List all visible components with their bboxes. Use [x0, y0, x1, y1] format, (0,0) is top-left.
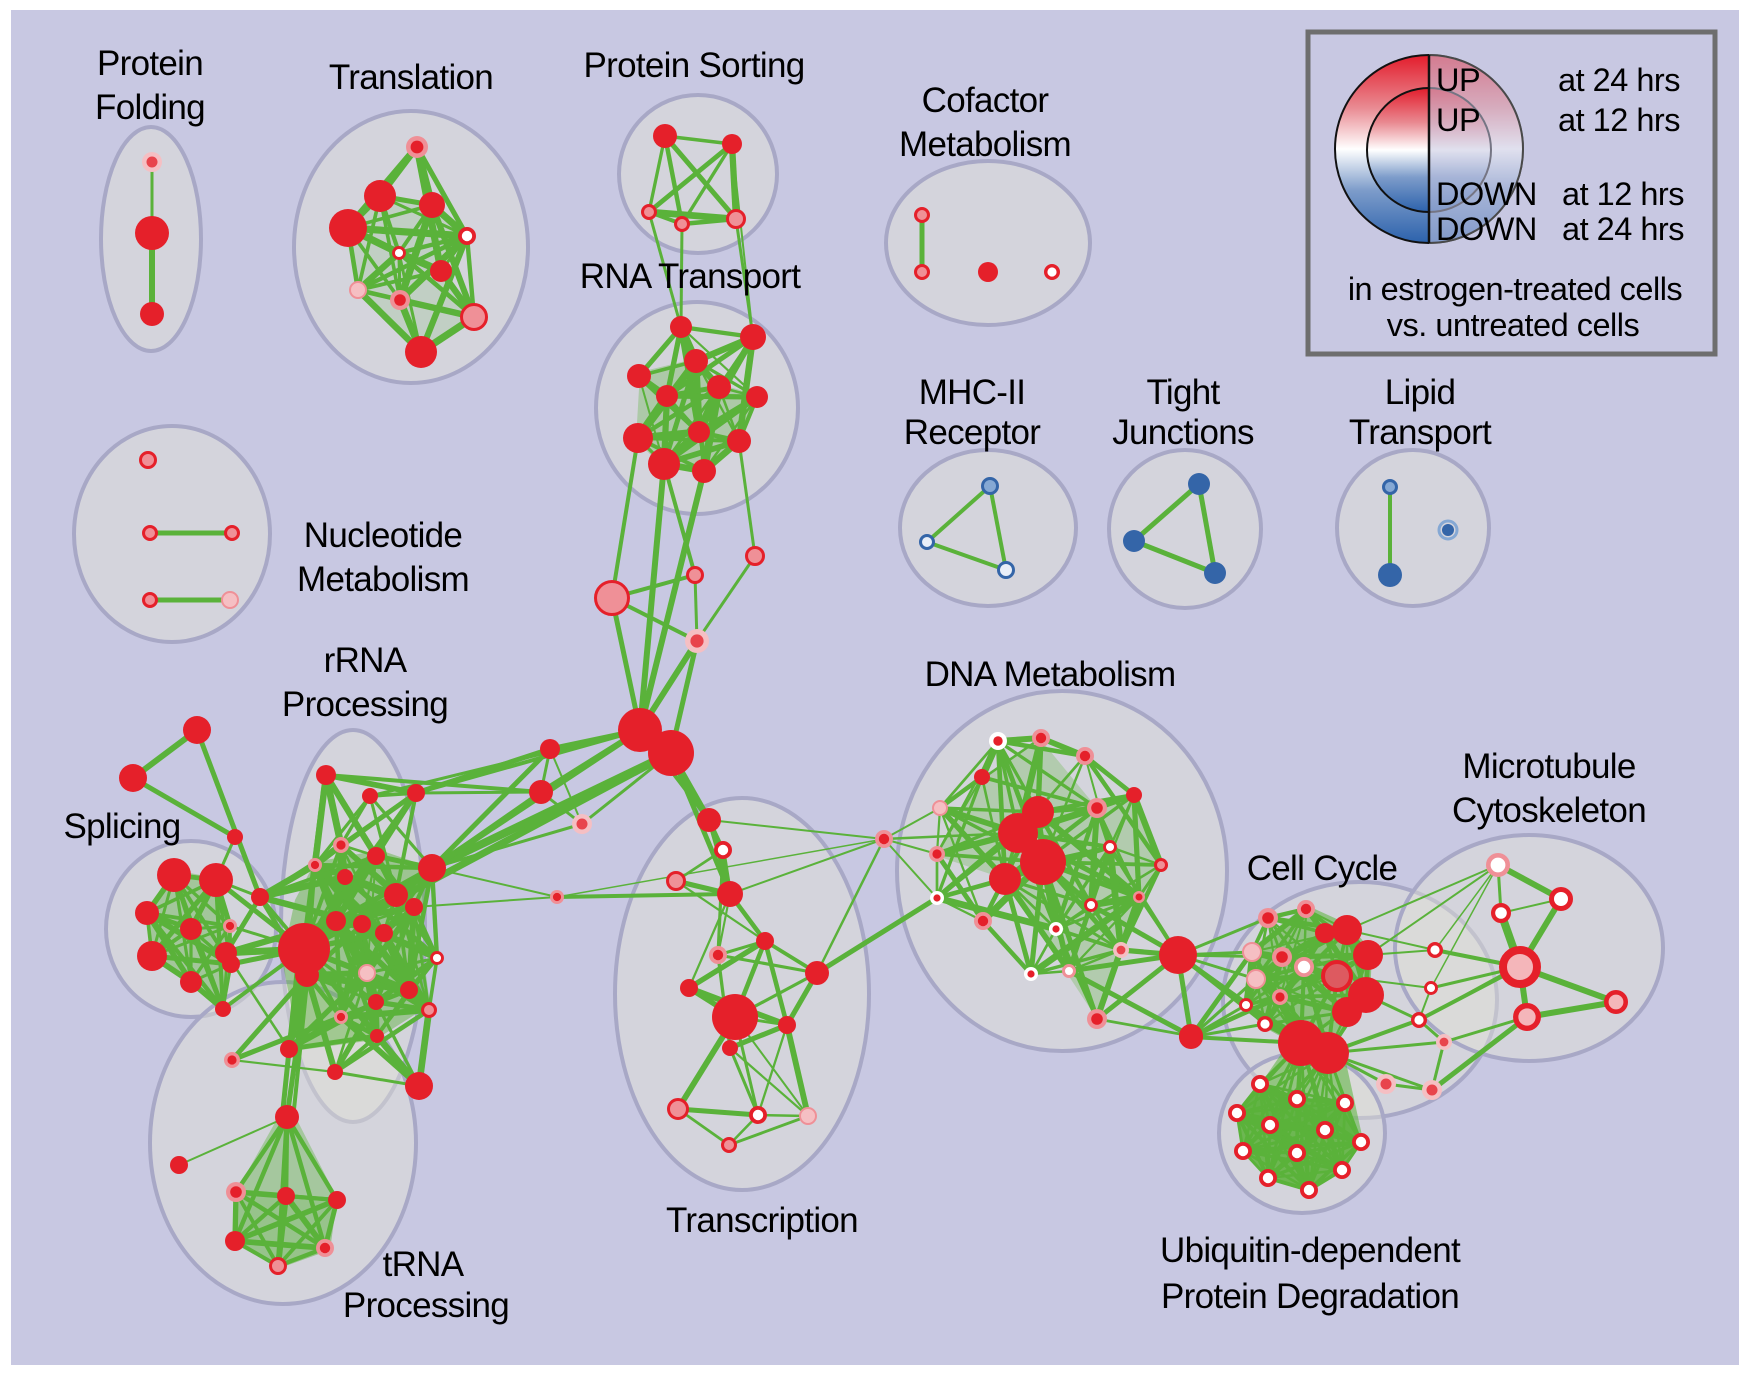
svg-text:UP: UP	[1436, 62, 1480, 98]
svg-text:RNA Transport: RNA Transport	[580, 257, 801, 296]
svg-text:Protein: Protein	[97, 44, 203, 83]
svg-text:DNA Metabolism: DNA Metabolism	[925, 655, 1176, 694]
svg-text:Receptor: Receptor	[904, 413, 1041, 452]
svg-text:Ubiquitin-dependent: Ubiquitin-dependent	[1160, 1231, 1461, 1270]
svg-text:Transcription: Transcription	[666, 1201, 858, 1240]
svg-text:at 24 hrs: at 24 hrs	[1562, 211, 1684, 247]
svg-text:Cell Cycle: Cell Cycle	[1247, 849, 1398, 888]
svg-text:Cytoskeleton: Cytoskeleton	[1452, 791, 1646, 830]
svg-text:Processing: Processing	[343, 1286, 509, 1325]
svg-text:vs. untreated cells: vs. untreated cells	[1387, 307, 1640, 343]
svg-text:MHC-II: MHC-II	[919, 373, 1026, 412]
svg-text:Nucleotide: Nucleotide	[304, 516, 462, 555]
svg-text:Protein Sorting: Protein Sorting	[583, 46, 804, 85]
svg-text:rRNA: rRNA	[324, 641, 408, 680]
svg-text:Transport: Transport	[1349, 413, 1492, 452]
svg-text:Metabolism: Metabolism	[297, 560, 469, 599]
svg-text:at 24 hrs: at 24 hrs	[1558, 62, 1680, 98]
svg-text:Folding: Folding	[95, 88, 205, 127]
svg-text:Splicing: Splicing	[64, 807, 181, 846]
svg-text:Lipid: Lipid	[1385, 373, 1455, 412]
svg-text:at 12 hrs: at 12 hrs	[1562, 176, 1684, 212]
svg-text:DOWN: DOWN	[1436, 176, 1537, 212]
svg-text:tRNA: tRNA	[383, 1245, 465, 1284]
svg-text:Tight: Tight	[1146, 373, 1220, 412]
svg-text:Microtubule: Microtubule	[1462, 747, 1635, 786]
svg-text:Cofactor: Cofactor	[922, 81, 1050, 120]
svg-text:in estrogen-treated cells: in estrogen-treated cells	[1348, 271, 1683, 307]
svg-text:DOWN: DOWN	[1436, 211, 1537, 247]
svg-text:UP: UP	[1436, 102, 1480, 138]
svg-text:Processing: Processing	[282, 685, 448, 724]
svg-text:Translation: Translation	[329, 58, 493, 97]
svg-text:Protein Degradation: Protein Degradation	[1161, 1277, 1459, 1316]
svg-text:Junctions: Junctions	[1112, 413, 1254, 452]
svg-text:at 12 hrs: at 12 hrs	[1558, 102, 1680, 138]
svg-text:Metabolism: Metabolism	[899, 125, 1071, 164]
